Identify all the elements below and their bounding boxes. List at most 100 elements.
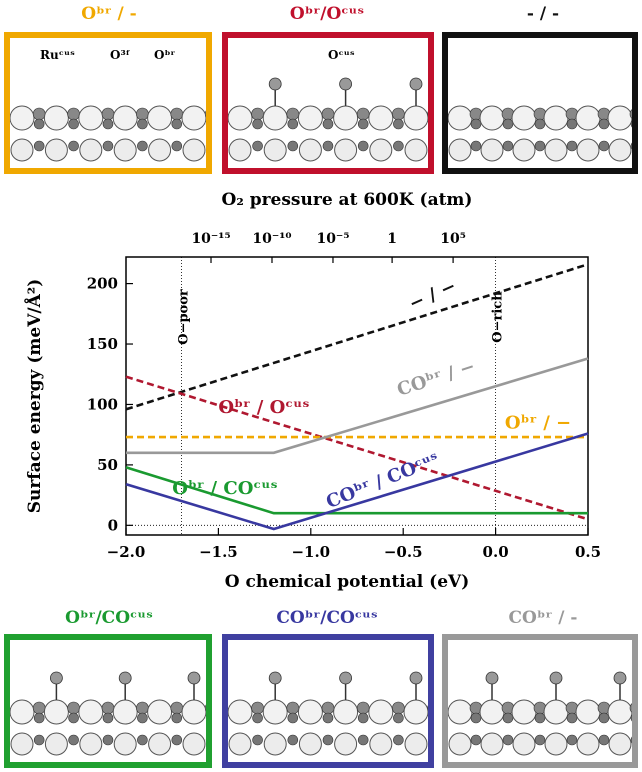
y-axis-label: Surface energy (meV/Å²) xyxy=(23,279,45,514)
o-bridge-atom xyxy=(286,701,300,715)
ru-atom-upper xyxy=(511,699,537,725)
guide-line-label: O−rich xyxy=(491,291,506,343)
ru-atom-upper xyxy=(147,699,173,725)
ru-atom-lower xyxy=(512,732,536,756)
y-tick-label: 150 xyxy=(87,335,118,353)
ru-atom-upper xyxy=(333,699,359,725)
o-bridge-atom xyxy=(170,107,184,121)
ru-atom-lower xyxy=(608,732,632,756)
series-line xyxy=(126,357,589,455)
o-atom-lower xyxy=(502,734,514,746)
x-tick-label: −1.5 xyxy=(199,543,238,561)
annotation-ocus: Oᶜᵘˢ xyxy=(328,48,355,62)
x-tick-label: −0.5 xyxy=(384,543,423,561)
o-atom-lower xyxy=(502,140,514,152)
o-atom-lower xyxy=(252,140,263,152)
ru-atom-upper xyxy=(448,699,473,725)
series-line xyxy=(125,432,589,531)
o-atom xyxy=(68,118,79,130)
o-atom xyxy=(470,712,482,724)
ru-atom-upper xyxy=(10,105,35,131)
panel-label-cobr-cocus: COᵇʳ/COᶜᵘˢ xyxy=(276,608,378,628)
o-atom xyxy=(287,118,299,130)
ru-atom-upper xyxy=(181,105,206,131)
o-atom-lower xyxy=(598,734,610,746)
o-adsorbate xyxy=(268,77,282,91)
panel-obr-empty: Ruᶜᵘˢ O³ᶠ Oᵇʳ xyxy=(4,32,212,174)
o-atom xyxy=(102,712,114,724)
o-atom-lower xyxy=(470,140,482,152)
top-axis-tick-label: 1 xyxy=(387,231,397,247)
o-atom xyxy=(534,712,546,724)
annotation-obr: Oᵇʳ xyxy=(154,48,176,62)
ru-atom-lower xyxy=(148,138,172,162)
ru-atom-upper xyxy=(575,699,601,725)
panel-empty-empty xyxy=(442,32,638,174)
surface-structure-obr-ocus xyxy=(228,77,428,162)
o-atom xyxy=(322,118,334,130)
ru-atom-lower xyxy=(480,138,504,162)
annotation-ru-cus: Ruᶜᵘˢ xyxy=(40,48,75,62)
o-bridge-atom xyxy=(204,110,206,118)
o-atom xyxy=(598,118,610,130)
o-bridge-atom xyxy=(32,701,46,715)
co-adsorbate xyxy=(613,671,627,685)
ru-atom-lower xyxy=(113,732,137,756)
ru-atom-lower xyxy=(228,138,252,162)
o-atom-lower xyxy=(630,142,632,150)
o-atom-lower xyxy=(287,140,299,152)
ru-atom-lower xyxy=(298,138,322,162)
panel-obr-ocus: Oᶜᵘˢ xyxy=(222,32,434,174)
panel-cobr-cocus xyxy=(222,634,434,768)
o-atom xyxy=(357,118,369,130)
panel-label-cobr-empty: COᵇʳ / - xyxy=(508,608,578,628)
o-adsorbate xyxy=(409,77,423,91)
series-label: COᵇʳ / COᶜᵘˢ xyxy=(323,449,442,513)
surface-structure-empty xyxy=(448,105,632,162)
o-atom-lower xyxy=(598,140,610,152)
o-atom-lower xyxy=(171,734,183,746)
o-atom xyxy=(252,712,263,724)
o-atom-lower xyxy=(357,140,369,152)
o-bridge-atom xyxy=(356,107,370,121)
o-atom-lower xyxy=(566,734,578,746)
o-bridge-atom xyxy=(67,107,80,121)
ru-atom-upper xyxy=(262,105,288,131)
ru-atom-upper xyxy=(403,699,428,725)
ru-atom-lower xyxy=(576,732,600,756)
surface-structure-cobr-empty xyxy=(448,671,632,756)
top-axis-tick-label: 10⁻¹⁰ xyxy=(252,231,291,247)
o-atom-lower xyxy=(393,140,404,152)
o-atom-lower xyxy=(137,734,148,746)
o-atom-lower xyxy=(534,734,546,746)
o-atom-lower xyxy=(33,734,45,746)
ru-atom-lower xyxy=(448,138,472,162)
ru-atom-lower xyxy=(44,138,68,162)
ru-atom-upper xyxy=(368,105,394,131)
panel-label-obr-ocus: Oᵇʳ/Oᶜᵘˢ xyxy=(289,4,365,24)
ru-atom-lower xyxy=(228,732,252,756)
top-axis-tick-label: 10⁻⁵ xyxy=(316,231,349,247)
series-line xyxy=(125,375,589,521)
ru-atom-upper xyxy=(43,699,69,725)
o-atom xyxy=(33,118,45,130)
y-tick-label: 0 xyxy=(108,516,118,534)
o-atom xyxy=(502,118,514,130)
ru-atom-lower xyxy=(448,732,472,756)
o-atom-lower xyxy=(68,140,79,152)
ru-atom-upper xyxy=(181,699,206,725)
ru-atom-upper xyxy=(43,105,69,131)
ru-atom-upper xyxy=(403,105,428,131)
o-atom-lower xyxy=(252,734,263,746)
ru-atom-upper xyxy=(297,699,323,725)
ru-atom-lower xyxy=(404,732,428,756)
series-label: − / − xyxy=(406,276,460,315)
ru-atom-lower xyxy=(182,138,206,162)
y-tick-label: 200 xyxy=(87,275,118,293)
x-axis-label: O chemical potential (eV) xyxy=(225,572,470,592)
o-atom-lower xyxy=(68,734,79,746)
series-line xyxy=(125,466,588,515)
top-axis-tick-label: 10⁵ xyxy=(440,231,466,247)
ru-atom-upper xyxy=(575,105,601,131)
x-tick-label: 0.0 xyxy=(483,543,509,561)
